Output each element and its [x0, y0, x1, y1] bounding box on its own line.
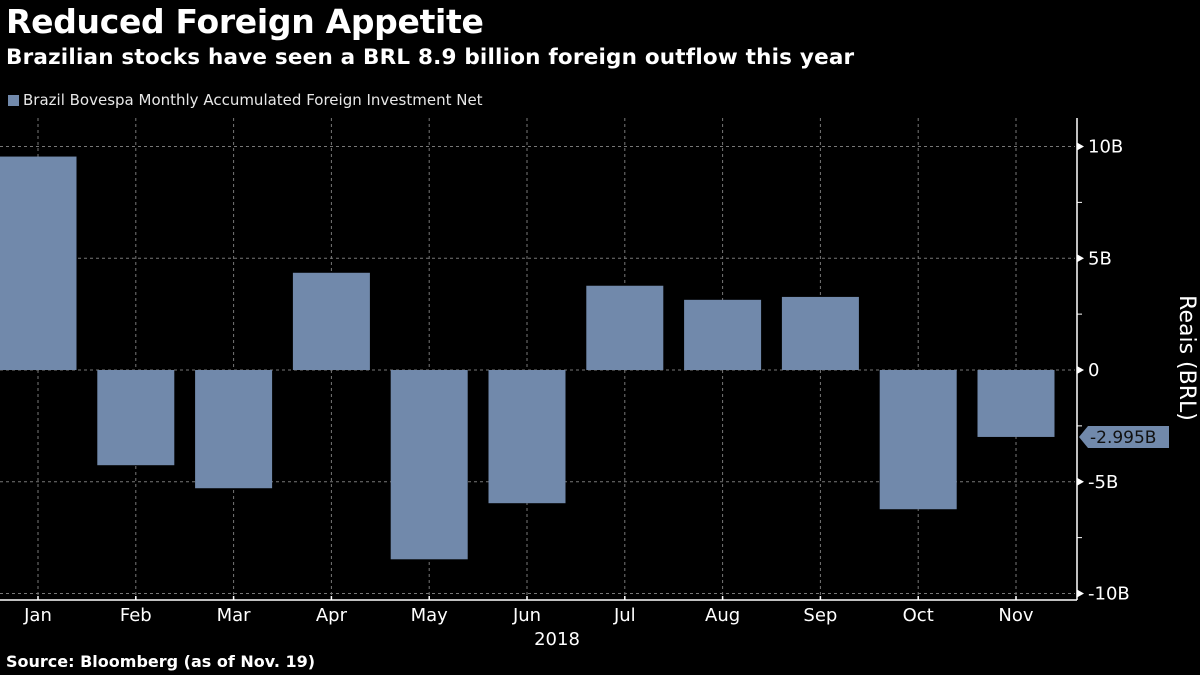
x-tick-label: Oct: [903, 605, 934, 626]
y-tick-label: -10B: [1088, 584, 1130, 605]
x-tick-label: Nov: [998, 605, 1033, 626]
y-tick-label: 5B: [1088, 248, 1112, 269]
bar-jun: [488, 370, 566, 504]
y-tick-marker: [1077, 366, 1084, 374]
chart-title: Reduced Foreign Appetite: [6, 2, 484, 41]
y-tick-marker: [1077, 589, 1084, 598]
y-tick-label: 0: [1088, 360, 1099, 381]
x-tick-label: Aug: [705, 605, 740, 626]
y-tick-marker: [1077, 142, 1084, 151]
bar-apr: [292, 272, 370, 370]
chart-subtitle: Brazilian stocks have seen a BRL 8.9 bil…: [6, 45, 855, 70]
source-note: Source: Bloomberg (as of Nov. 19): [6, 652, 316, 671]
x-tick-label: Jul: [613, 605, 636, 626]
x-tick-label: Jun: [512, 605, 541, 626]
bars: [0, 156, 1055, 560]
bar-oct: [879, 370, 957, 510]
y-axis-label: Reais (BRL): [1174, 295, 1199, 421]
bar-jan: [0, 156, 77, 370]
x-tick-label: Sep: [803, 605, 837, 626]
callout-box: [1079, 425, 1169, 448]
bar-may: [390, 370, 468, 560]
x-tick-label: Feb: [120, 605, 152, 626]
x-tick-label: Jan: [23, 605, 52, 626]
bar-nov: [977, 370, 1055, 437]
bar-mar: [195, 370, 273, 489]
grid: [0, 118, 1075, 600]
last-value-label: -2.995B: [1090, 428, 1156, 448]
x-tick-label: May: [411, 605, 449, 626]
last-value-callout: -2.995B: [1079, 425, 1169, 448]
x-axis-label: 2018: [534, 629, 580, 650]
legend: Brazil Bovespa Monthly Accumulated Forei…: [8, 91, 483, 109]
legend-swatch: [8, 94, 19, 106]
y-tick-marker: [1077, 254, 1084, 263]
axes: 10B 5B 0 -5B -10B Jan Feb Mar Apr May Jun Jul Aug Sep…: [0, 118, 1169, 626]
y-tick-label: 10B: [1088, 137, 1123, 158]
bar-jul: [586, 285, 664, 370]
legend-label: Brazil Bovespa Monthly Accumulated Forei…: [23, 91, 483, 109]
bar-feb: [97, 370, 175, 466]
x-tick-label: Mar: [217, 605, 252, 626]
y-tick-marker: [1077, 477, 1084, 486]
bar-sep: [781, 296, 859, 370]
y-tick-label: -5B: [1088, 472, 1118, 493]
x-tick-label: Apr: [316, 605, 348, 626]
bar-aug: [684, 299, 762, 370]
